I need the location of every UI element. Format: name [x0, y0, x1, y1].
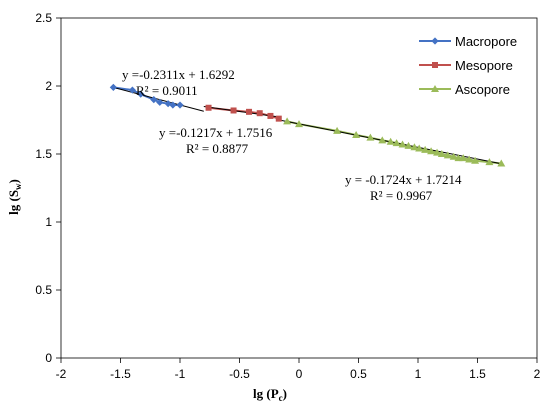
legend: Macropore Mesopore Ascopore	[419, 34, 517, 97]
macropore-data-point	[156, 98, 164, 106]
x-tick-label: 0	[296, 367, 303, 381]
ascopore-data-point	[415, 144, 424, 152]
macropore-data-point	[169, 101, 177, 109]
ascopore-data-point	[465, 155, 474, 163]
mesopore-data-point	[275, 115, 282, 122]
ascopore-data-point	[443, 151, 452, 159]
mesopore-equation: y =-0.1217x + 1.7516	[159, 125, 273, 140]
ascopore-legend-label: Ascopore	[455, 82, 510, 97]
x-tick-label: 1	[415, 367, 422, 381]
x-axis-ticks: -2 -1.5 -1 -0.5 0 0.5 1 1.5 2	[56, 358, 541, 381]
y-tick-label: 2.5	[35, 11, 52, 25]
ascopore-data-point	[404, 141, 413, 149]
macropore-data-point	[176, 101, 184, 109]
x-tick-label: -1.5	[110, 367, 131, 381]
ascopore-legend-marker	[431, 85, 439, 92]
x-axis-title: lg (Pc)	[253, 386, 287, 403]
y-tick-label: 2	[45, 79, 52, 93]
y-tick-label: 1	[45, 215, 52, 229]
y-tick-label: 0.5	[35, 283, 52, 297]
macropore-equation: y =-0.2311x + 1.6292	[122, 67, 235, 82]
ascopore-data-point	[295, 120, 303, 128]
ascopore-data-point	[449, 152, 458, 160]
ascopore-data-point	[283, 117, 292, 125]
ascopore-r2: R² = 0.9967	[370, 188, 433, 203]
y-tick-label: 0	[45, 351, 52, 365]
mesopore-data-point	[267, 112, 274, 119]
macropore-legend-label: Macropore	[455, 34, 517, 49]
x-tick-label: -0.5	[229, 367, 250, 381]
ascopore-data-point	[352, 130, 361, 138]
y-tick-label: 1.5	[35, 147, 52, 161]
x-tick-label: -1	[175, 367, 186, 381]
x-tick-label: 2	[534, 367, 541, 381]
mesopore-data-point	[246, 108, 253, 115]
ascopore-data-point	[410, 143, 419, 151]
macropore-data-point	[150, 96, 158, 104]
ascopore-data-point	[366, 133, 375, 141]
ascopore-data-point	[333, 126, 342, 134]
ascopore-data-point	[392, 139, 401, 147]
mesopore-data-point	[205, 104, 212, 111]
ascopore-data-point	[485, 158, 494, 166]
ascopore-data-point	[378, 136, 387, 144]
macropore-trendline	[113, 86, 204, 112]
macropore-data-point	[137, 90, 145, 98]
ascopore-data-point	[497, 159, 506, 167]
macropore-data-point	[128, 86, 136, 94]
ascopore-data-point	[433, 148, 442, 156]
ascopore-data-point	[386, 137, 395, 145]
ascopore-data-point	[471, 156, 480, 164]
x-tick-label: 0.5	[350, 367, 367, 381]
y-axis-ticks: 0 0.5 1 1.5 2 2.5	[35, 11, 61, 365]
ascopore-data-point	[427, 147, 436, 155]
mesopore-legend-label: Mesopore	[455, 58, 513, 73]
ascopore-data-point	[398, 140, 407, 148]
ascopore-data-point	[437, 150, 446, 157]
y-axis-title: lg (Sw)	[6, 179, 23, 215]
macropore-legend-marker	[431, 37, 439, 45]
mesopore-data-point	[230, 107, 237, 114]
data-points	[109, 83, 506, 167]
macropore-data-point	[109, 83, 117, 91]
ascopore-equation: y = -0.1724x + 1.7214	[345, 172, 462, 187]
mesopore-legend-marker	[432, 62, 438, 68]
ascopore-data-point	[421, 145, 430, 153]
x-tick-label: -2	[56, 367, 67, 381]
macropore-r2: R² = 0.9011	[136, 83, 198, 98]
mesopore-data-point	[256, 110, 263, 117]
x-tick-label: 1.5	[469, 367, 486, 381]
mesopore-r2: R² = 0.8877	[186, 141, 249, 156]
ascopore-data-point	[459, 154, 468, 162]
